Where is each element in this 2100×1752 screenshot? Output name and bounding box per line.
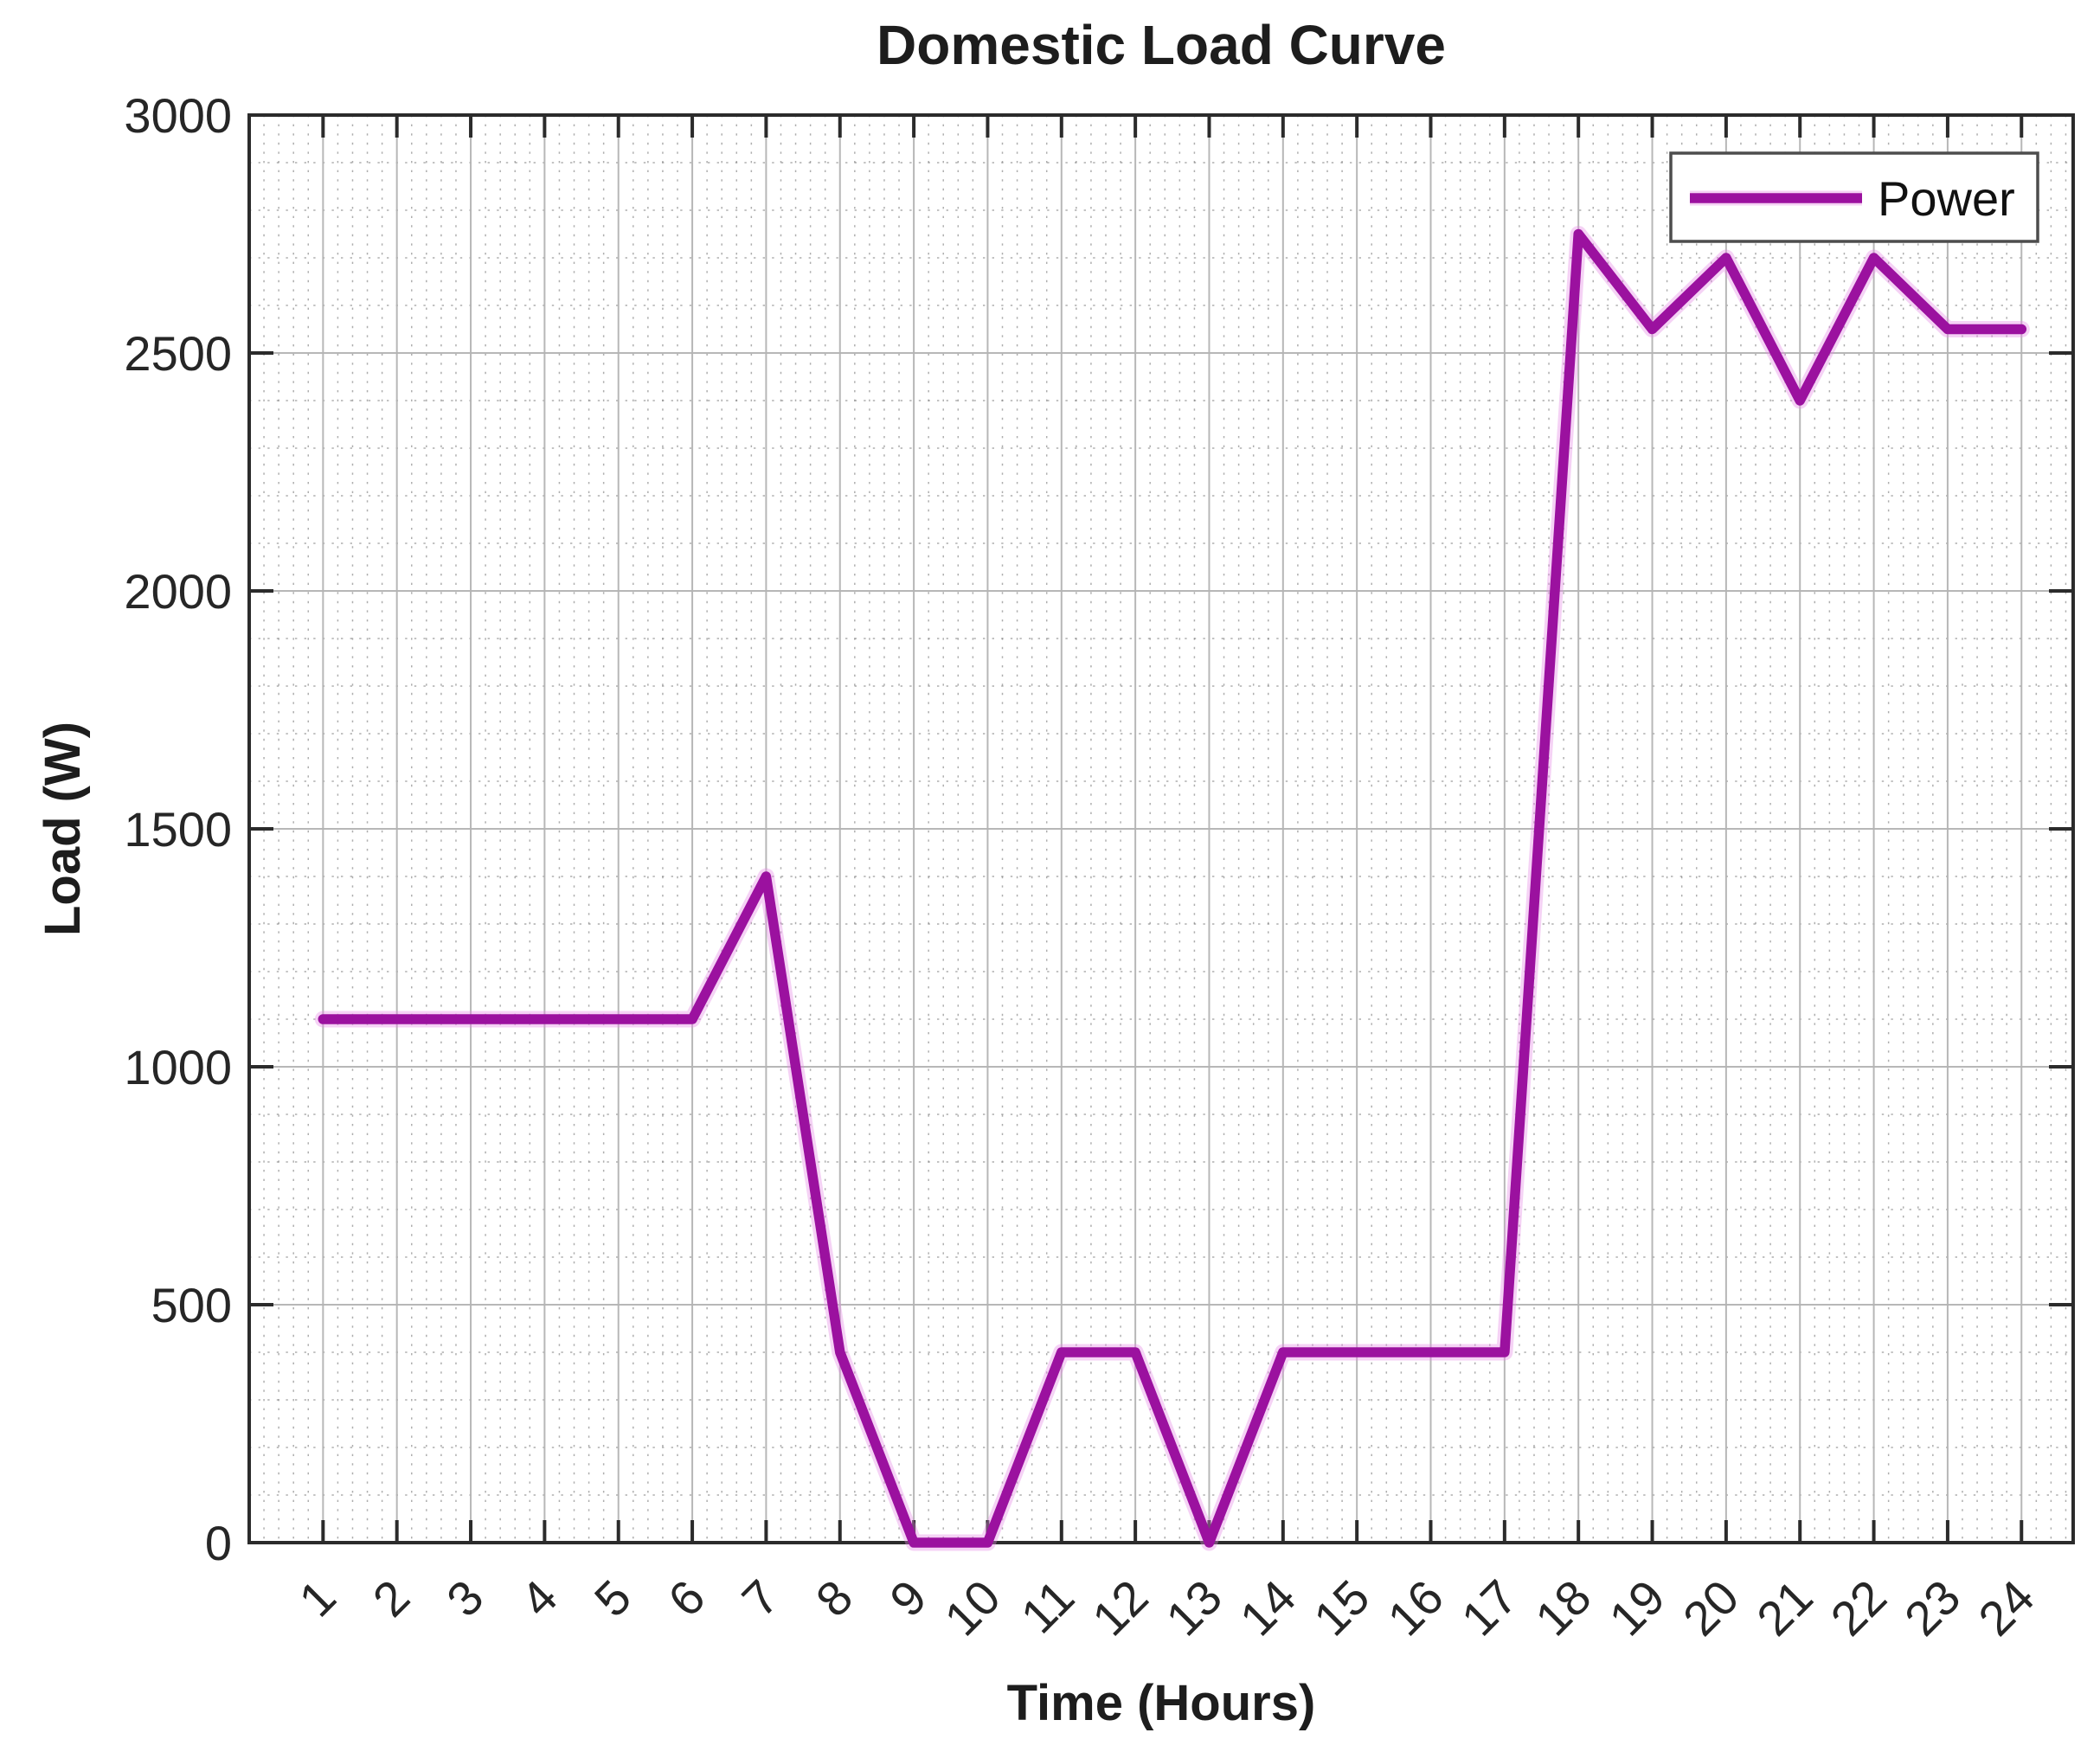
x-tick-label: 17 xyxy=(1451,1569,1528,1646)
x-axis-label: Time (Hours) xyxy=(1007,1675,1316,1731)
x-tick-label: 24 xyxy=(1968,1569,2045,1646)
y-tick-label: 0 xyxy=(205,1516,232,1570)
x-tick-label: 10 xyxy=(934,1569,1011,1646)
plot-border xyxy=(247,113,2075,1544)
tick-marks xyxy=(249,113,2073,1544)
power-line xyxy=(318,228,2027,1548)
x-tick-label: 21 xyxy=(1746,1569,1823,1646)
x-tick-label: 4 xyxy=(510,1569,568,1627)
x-tick-label: 11 xyxy=(1011,1569,1085,1644)
x-tick-label: 5 xyxy=(584,1569,642,1627)
legend: Power xyxy=(1669,151,2039,243)
y-tick-label: 3000 xyxy=(124,88,232,143)
x-tick-label: 3 xyxy=(436,1569,494,1627)
x-tick-label: 20 xyxy=(1673,1569,1750,1646)
y-tick-labels: 0 500 1000 1500 2000 2500 3000 xyxy=(124,88,232,1570)
x-tick-label: 2 xyxy=(363,1569,421,1627)
x-tick-label: 18 xyxy=(1525,1569,1602,1646)
legend-label: Power xyxy=(1878,171,2015,226)
y-tick-label: 2500 xyxy=(124,326,232,381)
x-tick-label: 14 xyxy=(1230,1569,1307,1646)
y-tick-label: 1500 xyxy=(124,802,232,857)
x-tick-label: 15 xyxy=(1303,1569,1380,1646)
x-tick-label: 23 xyxy=(1894,1569,1971,1646)
x-tick-label: 7 xyxy=(731,1569,789,1627)
x-tick-label: 16 xyxy=(1377,1569,1454,1646)
x-tick-label: 8 xyxy=(806,1569,864,1627)
x-tick-label: 6 xyxy=(658,1569,716,1627)
y-tick-label: 500 xyxy=(151,1278,232,1332)
major-grid xyxy=(249,115,2073,1543)
x-tick-label: 13 xyxy=(1155,1569,1232,1646)
y-axis-label: Load (W) xyxy=(35,722,91,936)
x-tick-label: 19 xyxy=(1598,1569,1675,1646)
chart-title: Domestic Load Curve xyxy=(877,14,1446,76)
x-tick-label: 9 xyxy=(879,1569,937,1627)
x-tick-label: 12 xyxy=(1082,1569,1159,1646)
x-tick-label: 22 xyxy=(1820,1569,1897,1646)
x-tick-label: 1 xyxy=(288,1569,346,1627)
y-tick-label: 1000 xyxy=(124,1040,232,1094)
minor-grid xyxy=(249,115,2073,1543)
y-tick-label: 2000 xyxy=(124,564,232,619)
